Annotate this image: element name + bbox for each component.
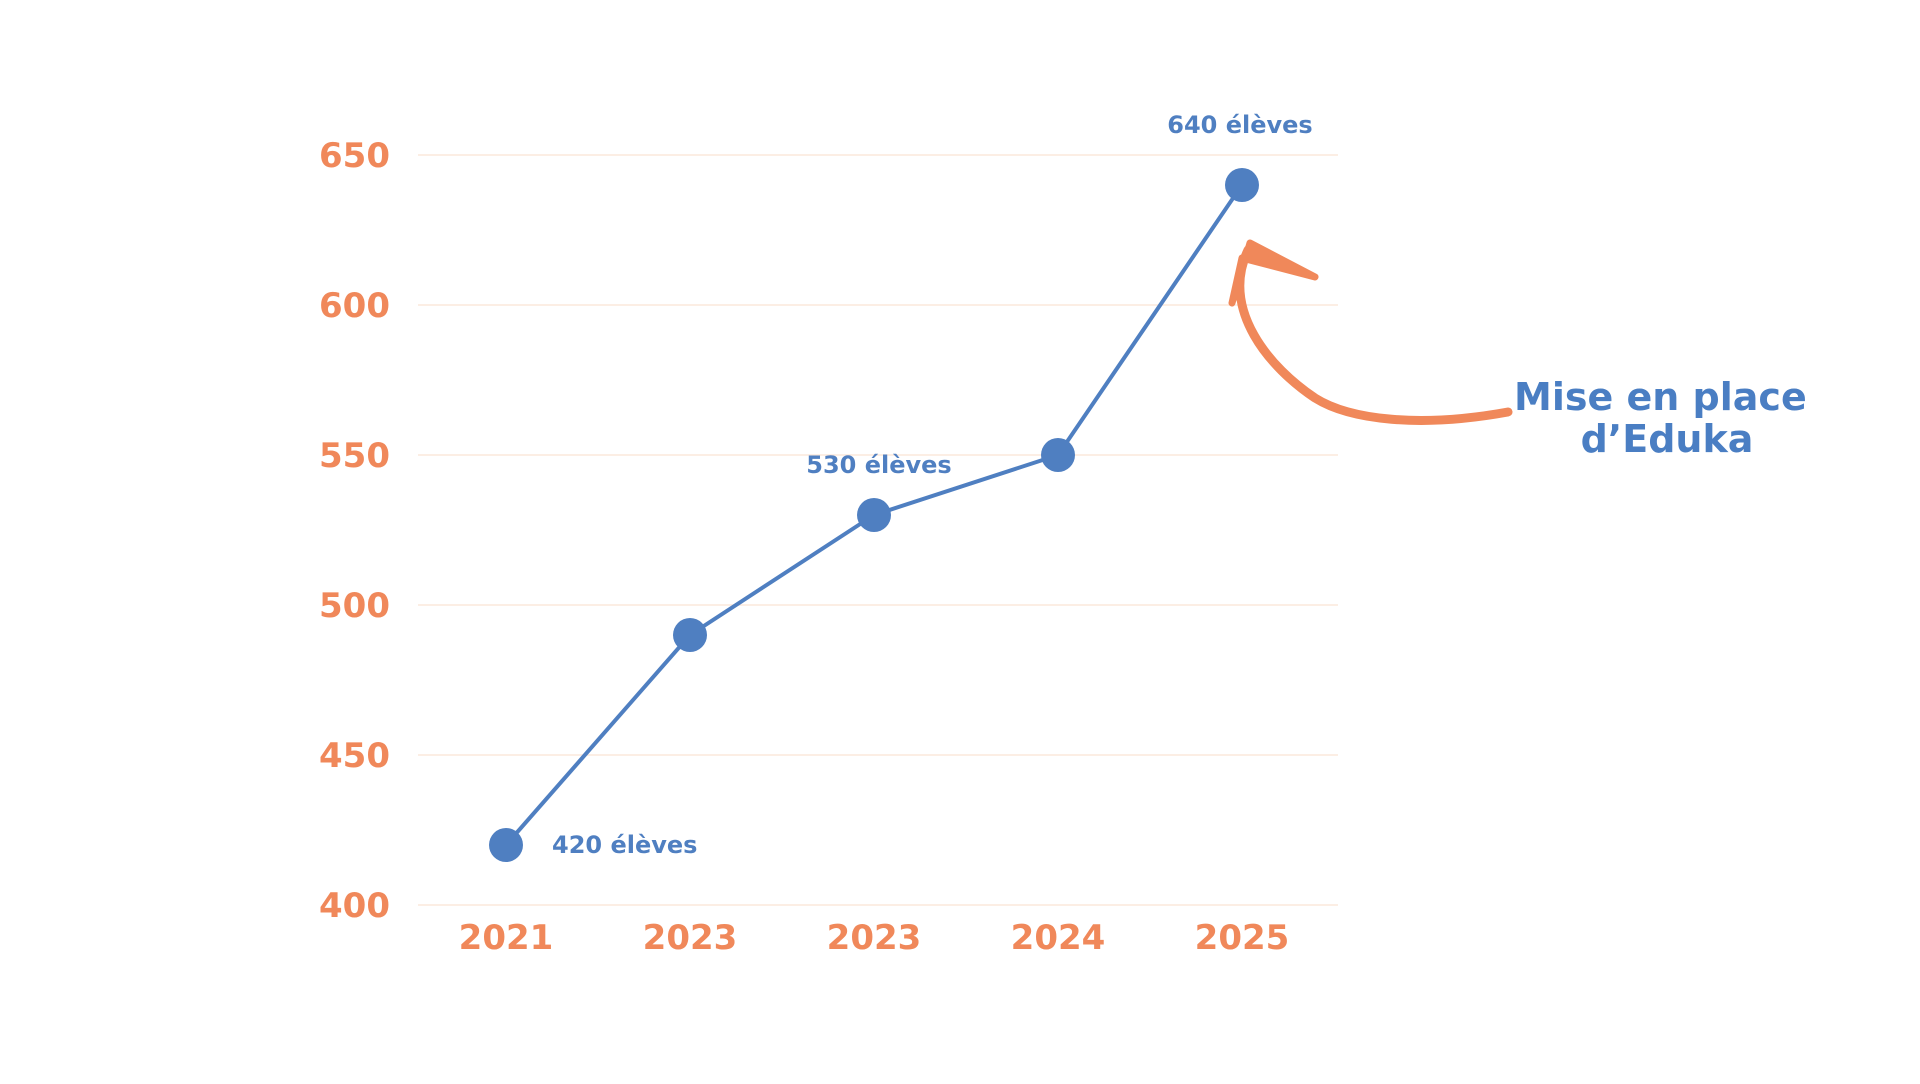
annotation: Mise en place d’Eduka xyxy=(1228,239,1820,461)
x-tick-label: 2025 xyxy=(1195,918,1290,958)
y-axis-ticks: 400 450 500 550 600 650 xyxy=(319,136,390,926)
data-label: 530 élèves xyxy=(806,451,951,479)
data-point xyxy=(857,498,891,532)
annotation-line-1: Mise en place xyxy=(1514,375,1807,419)
y-tick-label: 650 xyxy=(319,136,390,176)
x-axis-ticks: 2021 2023 2023 2024 2025 xyxy=(459,918,1290,958)
y-tick-label: 400 xyxy=(319,886,390,926)
annotation-text: Mise en place d’Eduka xyxy=(1514,375,1820,461)
annotation-arrow-shaft xyxy=(1235,245,1513,425)
data-point xyxy=(489,828,523,862)
y-tick-label: 550 xyxy=(319,436,390,476)
data-label: 420 élèves xyxy=(552,831,697,859)
annotation-line-2: d’Eduka xyxy=(1581,417,1754,461)
y-tick-label: 450 xyxy=(319,736,390,776)
series-enrollment xyxy=(489,168,1259,862)
y-tick-label: 600 xyxy=(319,286,390,326)
data-label: 640 élèves xyxy=(1167,111,1312,139)
data-point xyxy=(1225,168,1259,202)
data-labels: 420 élèves 530 élèves 640 élèves xyxy=(552,111,1313,859)
data-point xyxy=(673,618,707,652)
x-tick-label: 2024 xyxy=(1011,918,1106,958)
x-tick-label: 2021 xyxy=(459,918,554,958)
annotation-arrow-head xyxy=(1228,239,1319,307)
grid-lines xyxy=(418,154,1338,906)
data-point xyxy=(1041,438,1075,472)
y-tick-label: 500 xyxy=(319,586,390,626)
x-tick-label: 2023 xyxy=(643,918,738,958)
x-tick-label: 2023 xyxy=(827,918,922,958)
